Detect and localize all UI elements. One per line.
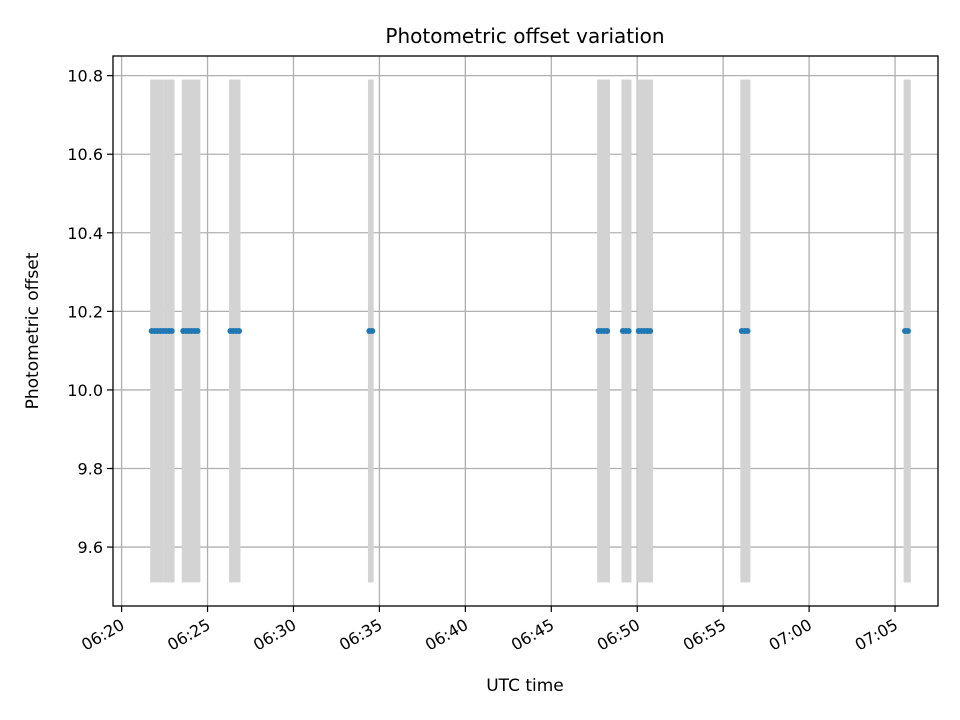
y-tick-label: 9.8 (78, 460, 103, 479)
x-axis-title: UTC time (486, 676, 564, 696)
data-point (369, 328, 376, 334)
y-axis-title: Photometric offset (23, 252, 43, 409)
y-tick-label: 10.2 (67, 302, 103, 321)
plot-frame (112, 55, 939, 607)
data-points (148, 328, 911, 334)
y-tick-label: 10.8 (67, 67, 103, 86)
data-point (604, 328, 611, 334)
data-point (904, 328, 911, 334)
chart-title: Photometric offset variation (385, 24, 664, 48)
y-axis: 9.6 9.8 10.0 10.2 10.4 10.6 10.8 (67, 67, 113, 557)
data-point (625, 328, 632, 334)
y-tick-label: 10.4 (67, 224, 103, 243)
data-point (194, 328, 201, 334)
y-tick-label: 10.0 (67, 381, 103, 400)
y-tick-label: 10.6 (67, 145, 103, 164)
data-point (647, 328, 654, 334)
data-point (236, 328, 243, 334)
y-tick-label: 9.6 (78, 538, 103, 557)
data-point (168, 328, 175, 334)
data-point (744, 328, 751, 334)
